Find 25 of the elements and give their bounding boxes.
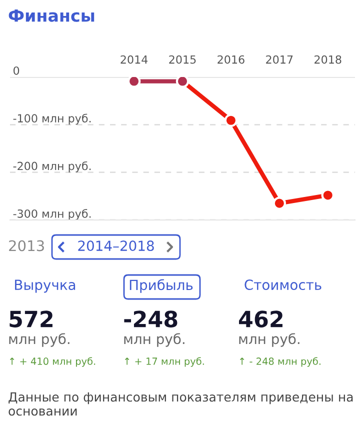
y-tick-label: -200 млн руб. bbox=[13, 161, 91, 172]
x-tick-label: 2016 bbox=[218, 55, 244, 64]
y-tick-label: -300 млн руб. bbox=[13, 209, 91, 220]
text: млн руб. bbox=[9, 333, 70, 347]
text: Данные по финансовым показателям приведены на основании bbox=[8, 392, 353, 416]
y-tick-label: -100 млн руб. bbox=[13, 114, 91, 125]
text: ↑ + 17 млн руб. bbox=[124, 357, 204, 367]
text: ↑ + 410 млн руб. bbox=[10, 357, 96, 367]
x-tick-label: 2018 bbox=[314, 55, 342, 64]
text: -248 bbox=[124, 310, 178, 328]
x-tick-label: 2014 bbox=[120, 55, 148, 64]
text: Прибыль bbox=[130, 279, 193, 293]
y-tick-label: 0 bbox=[14, 66, 20, 75]
chart-title: Финансы bbox=[8, 9, 94, 22]
text: Стоимость bbox=[244, 280, 322, 290]
x-tick-label: 2015 bbox=[169, 55, 196, 64]
text: 2014–2018 bbox=[78, 240, 154, 252]
x-tick-label: 2017 bbox=[266, 55, 293, 64]
text: Выручка bbox=[15, 280, 76, 293]
text: млн руб. bbox=[239, 333, 300, 347]
text: 2013 bbox=[9, 240, 44, 252]
text: млн руб. bbox=[124, 333, 184, 347]
text: 572 bbox=[10, 310, 52, 328]
text: 462 bbox=[239, 310, 282, 328]
text: ↑ - 248 млн руб. bbox=[240, 357, 320, 367]
